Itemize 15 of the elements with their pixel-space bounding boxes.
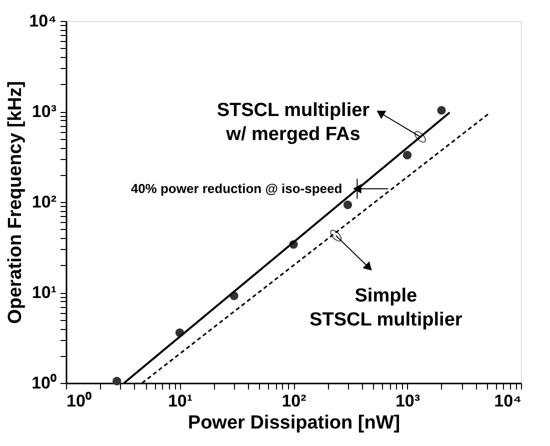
x-tick-label: 10⁴ bbox=[494, 392, 522, 410]
y-tick-label: 10⁰ bbox=[32, 374, 56, 392]
annotation: Simple STSCL multiplier bbox=[310, 286, 463, 331]
y-tick-label: 10³ bbox=[32, 102, 57, 121]
annotation: 40% power reduction @ iso-speed bbox=[130, 180, 342, 196]
x-tick-label: 10² bbox=[282, 392, 307, 410]
x-axis-title: Power Dissipation [nW] bbox=[188, 412, 400, 434]
y-tick-label: 10¹ bbox=[32, 283, 57, 302]
x-tick-label: 10³ bbox=[395, 392, 420, 410]
x-tick-label: 10¹ bbox=[168, 392, 193, 410]
y-tick-label: 10² bbox=[32, 192, 57, 212]
y-tick-label: 10⁴ bbox=[29, 12, 56, 30]
y-axis-title: Operation Frequency [kHz] bbox=[5, 81, 26, 324]
x-tick-label: 10⁰ bbox=[66, 392, 92, 410]
annotation: STSCL multiplier w/ merged FAs bbox=[216, 100, 370, 145]
